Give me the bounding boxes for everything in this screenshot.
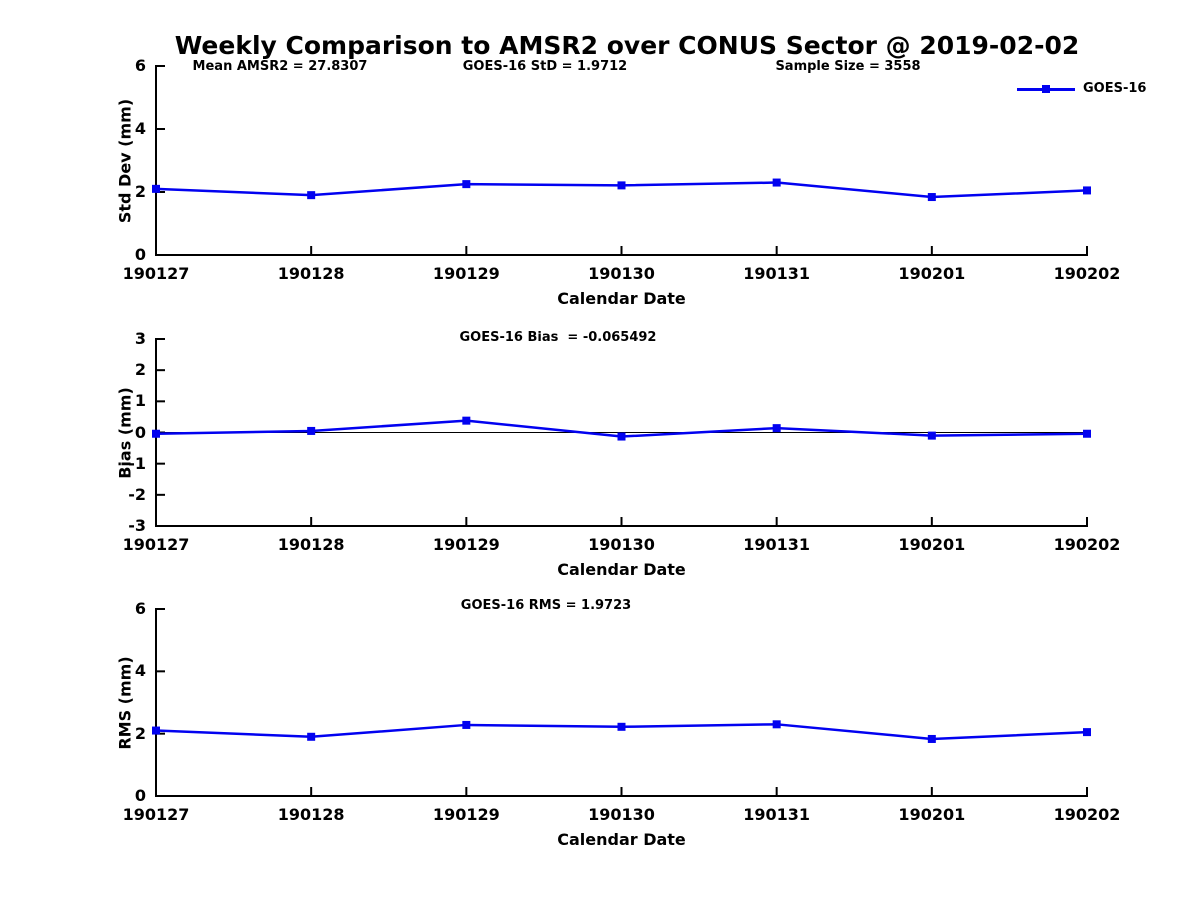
data-point-marker [617,722,626,731]
x-tick-label: 190202 [1053,535,1121,554]
data-point-marker [927,431,936,440]
x-tick-label: 190131 [743,535,811,554]
x-tick-label: 190129 [432,805,500,824]
x-tick-label: 190129 [432,535,500,554]
y-tick-label: 6 [134,599,146,618]
annotation: GOES-16 Bias = -0.065492 [459,330,657,345]
x-axis-label: Calendar Date [557,289,686,308]
data-point-marker [152,726,160,735]
legend-square-marker-icon [1042,85,1050,93]
x-tick-label: 190127 [122,535,190,554]
y-tick-label: 4 [134,661,146,681]
x-tick-label: 190130 [588,264,655,283]
data-point-marker [772,424,781,433]
y-tick-label: 1 [134,391,146,411]
x-tick-label: 190128 [277,264,345,283]
data-point-marker [462,720,471,729]
plot-area [152,338,1091,527]
y-axis-label: Std Dev (mm) [115,98,135,223]
data-point-marker [772,720,781,729]
y-tick-label: 2 [134,182,146,201]
data-point-marker [307,732,316,741]
y-tick-label: 4 [134,119,146,138]
data-point-marker [927,734,936,743]
x-tick-label: 190130 [588,805,655,824]
y-tick-label: 3 [134,329,146,348]
data-point-marker [1083,186,1091,195]
data-point-marker [307,191,316,200]
y-tick-label: 2 [134,723,146,743]
annotation: GOES-16 StD = 1.9712 [462,59,628,74]
x-tick-label: 190129 [432,264,500,283]
y-tick-label: 0 [134,786,146,805]
figure-title: Weekly Comparison to AMSR2 over CONUS Se… [174,31,1080,60]
x-axis-label: Calendar Date [557,830,686,849]
legend: GOES-16 [1017,82,1146,96]
plot-area [152,608,1091,797]
legend-line-sample [1017,85,1075,93]
data-point-marker [1083,728,1091,737]
data-point-marker [617,432,626,441]
x-tick-label: 190201 [898,805,966,824]
y-tick-label: -3 [128,516,146,535]
x-tick-label: 190128 [277,535,345,554]
data-point-marker [152,429,160,438]
y-tick-label: 2 [134,360,146,380]
annotation: Sample Size = 3558 [775,59,921,74]
data-point-marker [617,181,626,190]
y-tick-label: 6 [134,56,146,75]
y-tick-label: -1 [128,453,146,473]
x-tick-label: 190131 [743,805,811,824]
x-tick-label: 190128 [277,805,345,824]
data-point-marker [927,193,936,202]
x-tick-label: 190202 [1053,805,1121,824]
annotation: GOES-16 RMS = 1.9723 [460,598,632,613]
x-tick-label: 190131 [743,264,811,283]
data-point-marker [462,416,471,425]
x-tick-label: 190202 [1053,264,1121,283]
x-tick-label: 190130 [588,535,655,554]
x-tick-label: 190201 [898,264,966,283]
x-tick-label: 190127 [122,805,190,824]
annotation: Mean AMSR2 = 27.8307 [192,59,368,74]
y-tick-label: -2 [128,484,146,504]
legend-label: GOES-16 [1083,81,1147,96]
x-tick-label: 190201 [898,535,966,554]
x-axis-label: Calendar Date [557,560,686,579]
data-point-marker [1083,429,1091,438]
data-point-marker [772,178,781,187]
x-tick-label: 190127 [122,264,190,283]
data-point-marker [462,180,471,189]
plot-area [152,65,1091,256]
y-tick-label: 0 [134,245,146,264]
data-point-marker [152,184,160,193]
y-tick-label: 0 [134,422,146,442]
data-point-marker [307,426,316,435]
